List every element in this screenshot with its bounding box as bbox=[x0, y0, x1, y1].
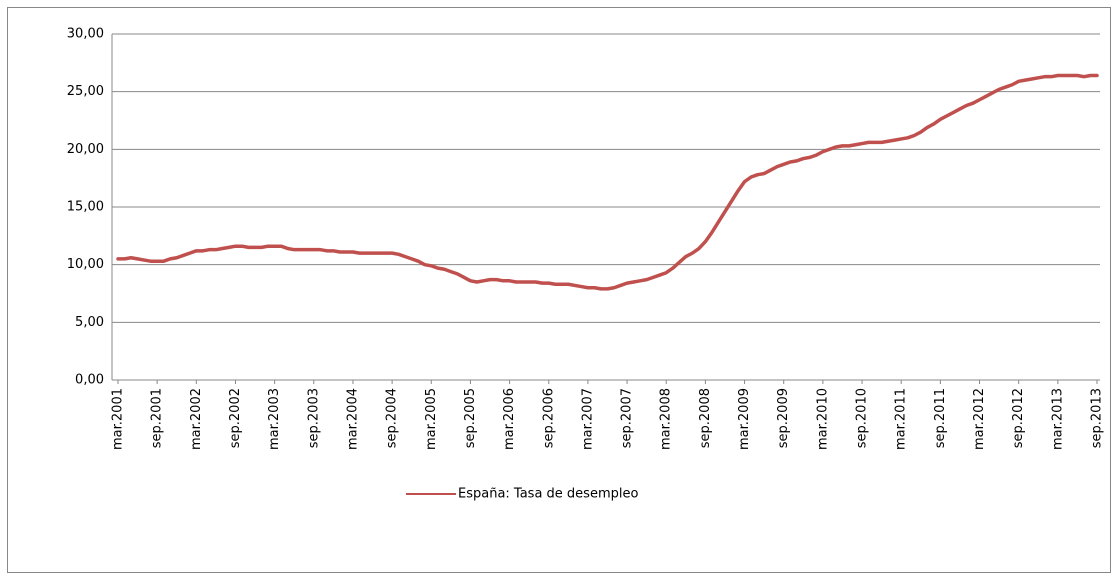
x-tick-label: mar.2005 bbox=[424, 388, 439, 450]
x-tick-label: mar.2007 bbox=[580, 388, 595, 450]
x-tick-label: sep.2007 bbox=[620, 388, 635, 448]
x-tick-label: sep.2001 bbox=[150, 388, 165, 448]
x-tick-label: sep.2002 bbox=[228, 388, 243, 448]
x-tick-label: mar.2003 bbox=[267, 388, 282, 450]
y-tick-label: 5,00 bbox=[75, 315, 104, 330]
x-tick-label: mar.2004 bbox=[345, 388, 360, 450]
x-tick-label: mar.2011 bbox=[894, 388, 909, 450]
y-tick-label: 15,00 bbox=[67, 200, 104, 215]
y-tick-label: 0,00 bbox=[75, 373, 104, 388]
x-tick-label: sep.2005 bbox=[463, 388, 478, 448]
x-tick-label: mar.2010 bbox=[815, 388, 830, 450]
y-tick-label: 30,00 bbox=[67, 27, 104, 42]
chart-frame bbox=[7, 7, 1111, 573]
x-tick-label: mar.2008 bbox=[659, 388, 674, 450]
y-tick-label: 10,00 bbox=[67, 257, 104, 272]
x-tick-label: sep.2003 bbox=[306, 388, 321, 448]
x-tick-label: sep.2013 bbox=[1090, 388, 1105, 448]
legend-label: España: Tasa de desempleo bbox=[458, 487, 638, 502]
x-tick-label: mar.2002 bbox=[189, 388, 204, 450]
x-tick-label: sep.2006 bbox=[541, 388, 556, 448]
x-tick-label: mar.2006 bbox=[502, 388, 517, 450]
x-tick-label: sep.2008 bbox=[698, 388, 713, 448]
x-tick-label: sep.2009 bbox=[776, 388, 791, 448]
y-tick-label: 20,00 bbox=[67, 142, 104, 157]
x-tick-label: mar.2013 bbox=[1050, 388, 1065, 450]
x-tick-label: sep.2011 bbox=[933, 388, 948, 448]
x-tick-label: mar.2001 bbox=[111, 388, 126, 450]
x-tick-label: mar.2009 bbox=[737, 388, 752, 450]
y-tick-label: 25,00 bbox=[67, 84, 104, 99]
x-tick-label: sep.2012 bbox=[1011, 388, 1026, 448]
x-tick-label: sep.2010 bbox=[855, 388, 870, 448]
x-tick-label: mar.2012 bbox=[972, 388, 987, 450]
x-tick-label: sep.2004 bbox=[385, 388, 400, 448]
data-line bbox=[116, 73, 1099, 291]
